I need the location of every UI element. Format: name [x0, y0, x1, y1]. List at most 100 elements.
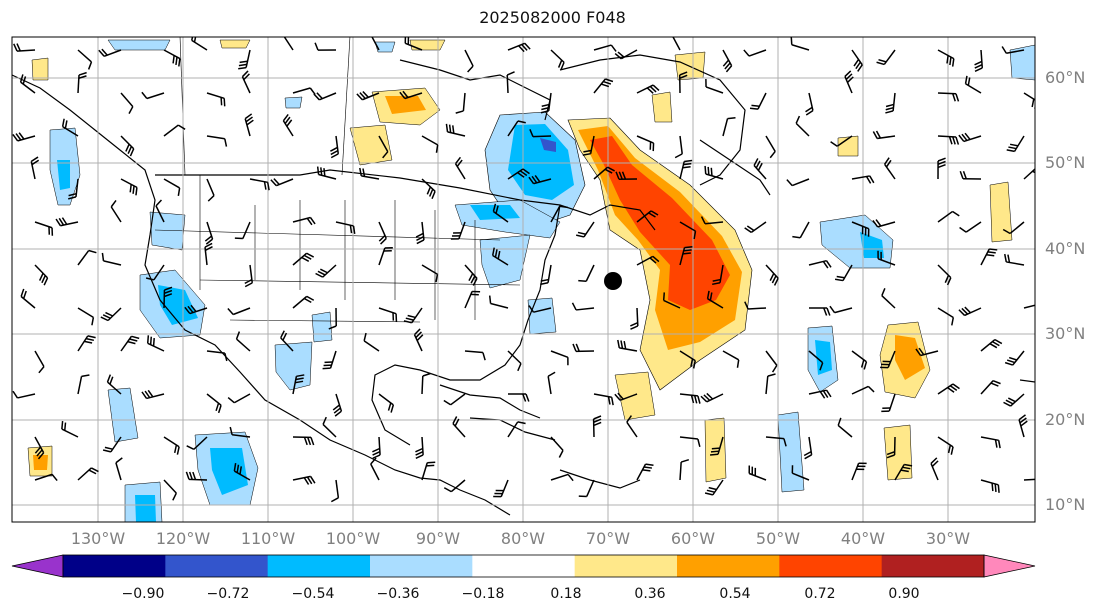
- wind-barb: [506, 71, 515, 94]
- wind-barb: [679, 458, 690, 481]
- wind-barb: [593, 44, 617, 52]
- wind-barb: [1003, 393, 1025, 407]
- wind-barb: [244, 264, 254, 288]
- colorbar-tick-label: 0.90: [888, 586, 920, 602]
- wind-barb: [748, 465, 767, 481]
- wind-barb: [206, 393, 222, 414]
- lon-label: 80°W: [500, 529, 546, 548]
- wind-barb: [937, 436, 954, 455]
- wind-barb: [163, 124, 186, 137]
- wind-barb: [937, 135, 960, 145]
- wind-barb: [204, 242, 213, 266]
- colorbar-cell: [779, 555, 883, 577]
- wind-barb: [120, 335, 140, 352]
- wind-barb: [421, 264, 439, 283]
- wind-barb: [877, 250, 896, 266]
- wind-barb: [964, 75, 982, 94]
- wind-barb: [886, 436, 896, 459]
- wind-barb: [829, 305, 853, 314]
- wind-barb: [679, 221, 697, 240]
- wind-barb: [415, 436, 424, 459]
- wind-barb: [399, 90, 423, 100]
- lat-label: 40°N: [1045, 239, 1086, 258]
- wind-barb: [679, 436, 701, 447]
- wind-barb: [238, 49, 251, 70]
- wind-barb: [464, 290, 481, 309]
- wind-barb: [443, 479, 466, 493]
- wind-barb: [851, 49, 863, 72]
- wind-barb: [141, 389, 165, 400]
- wind-barb: [626, 415, 638, 438]
- wind-barb: [540, 264, 552, 286]
- wind-barb: [1004, 253, 1025, 266]
- wind-barb: [120, 92, 134, 114]
- wind-barb: [356, 90, 380, 101]
- wind-barb: [528, 305, 552, 313]
- wind-barb: [163, 436, 180, 455]
- wind-barb: [1018, 414, 1028, 438]
- wind-barb: [550, 473, 574, 482]
- wind-barb: [229, 426, 251, 438]
- wind-barb: [330, 135, 340, 159]
- wind-barb: [851, 385, 875, 395]
- wind-barb: [186, 436, 208, 450]
- wind-barb: [106, 374, 122, 395]
- wind-barb: [1023, 304, 1035, 309]
- wind-barb: [404, 37, 423, 51]
- wind-barb: [115, 457, 123, 481]
- wind-barb: [959, 170, 982, 180]
- wind-barb: [765, 135, 776, 159]
- wind-barb: [547, 371, 556, 395]
- wind-barb: [282, 113, 294, 137]
- wind-barb: [550, 205, 568, 223]
- colorbar-tick-label: −0.18: [461, 586, 505, 602]
- wind-barb: [614, 392, 638, 402]
- wind-barb: [488, 295, 509, 309]
- colorbar-max-extend: [983, 554, 1036, 578]
- wind-barb: [283, 37, 294, 51]
- wind-barb: [765, 350, 778, 373]
- wind-barb: [749, 92, 767, 110]
- wind-barb: [700, 216, 724, 225]
- map-frame: [11, 36, 1036, 523]
- wind-barb: [244, 113, 254, 137]
- wind-barb: [679, 159, 693, 180]
- wind-barb: [163, 49, 181, 67]
- lat-label: 20°N: [1045, 410, 1086, 429]
- wind-barb: [101, 252, 122, 266]
- wind-barb: [792, 221, 810, 239]
- wind-barb: [316, 166, 337, 180]
- wind-barb: [636, 135, 655, 152]
- wind-barb: [464, 350, 486, 361]
- negative-anomaly-core: [508, 124, 574, 200]
- colorbar-tick-label: 0.36: [634, 586, 666, 602]
- wind-barb: [851, 221, 870, 237]
- wind-barb: [292, 295, 315, 309]
- wind-barb: [795, 115, 810, 137]
- wind-barb: [894, 463, 913, 481]
- wind-barb: [614, 49, 638, 60]
- lon-label: 50°W: [755, 529, 801, 548]
- wind-barb: [335, 221, 356, 234]
- wind-barb: [786, 178, 810, 187]
- wind-barb: [593, 166, 615, 180]
- wind-barb: [191, 37, 208, 51]
- colorbar-cell: [677, 555, 780, 577]
- wind-barb: [77, 71, 87, 94]
- lon-label: 70°W: [585, 529, 631, 548]
- wind-barb: [528, 175, 552, 185]
- colorbar-cell: [574, 555, 678, 577]
- wind-barb: [292, 475, 316, 485]
- colorbar-tick-label: 0.72: [804, 586, 836, 602]
- wind-barb: [744, 221, 767, 234]
- wind-barb: [844, 70, 854, 94]
- wind-barb: [163, 178, 181, 196]
- wind-barb: [413, 328, 424, 352]
- wind-barb: [674, 135, 683, 159]
- wind-barb: [872, 130, 896, 140]
- wind-barb: [328, 307, 337, 330]
- wind-barb: [464, 264, 478, 286]
- wind-barb: [206, 92, 226, 107]
- wind-barb: [403, 307, 423, 324]
- wind-barb: [77, 467, 99, 481]
